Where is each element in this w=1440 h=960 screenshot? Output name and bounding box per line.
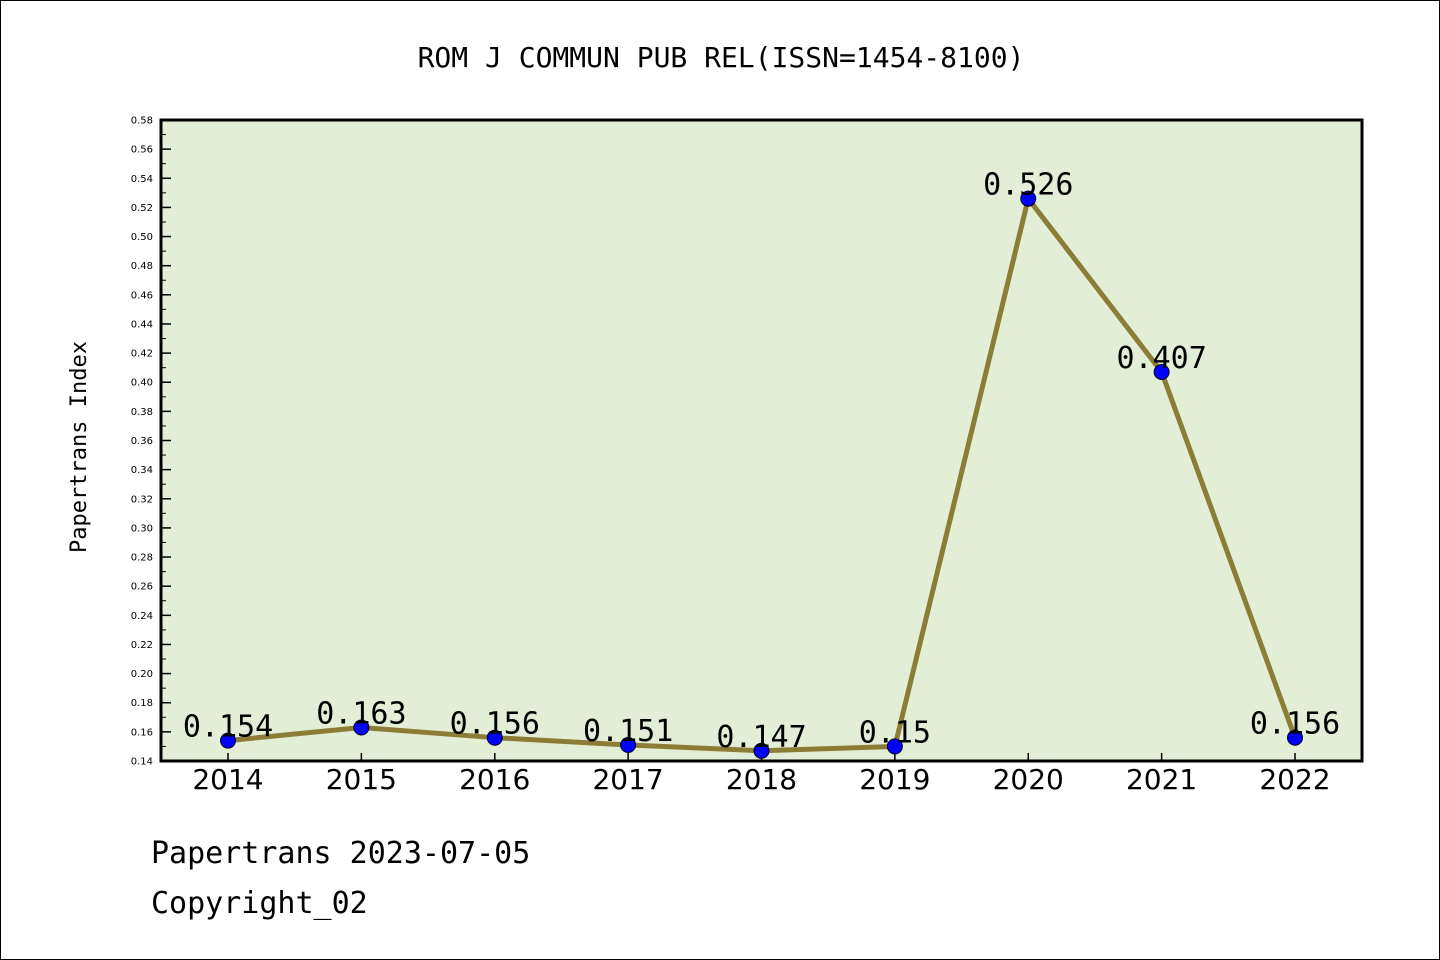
data-label: 0.156	[1250, 707, 1340, 742]
y-tick-label: 0.24	[131, 611, 153, 622]
y-tick-label: 0.16	[131, 727, 153, 738]
x-tick-label: 2014	[192, 763, 263, 796]
chart-title: ROM J COMMUN PUB REL(ISSN=1454-8100)	[418, 41, 1025, 74]
data-label: 0.151	[583, 714, 673, 749]
y-tick-label: 0.36	[131, 436, 153, 447]
data-point	[353, 719, 370, 736]
x-tick-label: 2017	[592, 763, 663, 796]
y-tick-label: 0.44	[131, 319, 153, 330]
data-point	[1020, 190, 1037, 207]
data-point	[886, 738, 903, 755]
plot-area	[159, 118, 1364, 763]
y-tick-label: 0.18	[131, 698, 153, 709]
y-tick-label: 0.26	[131, 582, 153, 593]
data-point	[1153, 364, 1170, 381]
data-label: 0.154	[183, 710, 273, 745]
y-tick-label: 0.48	[131, 261, 153, 272]
x-tick-label: 2022	[1259, 763, 1330, 796]
data-point	[1287, 729, 1303, 746]
data-point	[620, 736, 637, 753]
copyright-text: Copyright_02	[151, 886, 368, 921]
data-point	[486, 729, 503, 746]
x-tick-label: 2021	[1126, 763, 1197, 796]
x-tick-label: 2020	[993, 763, 1064, 796]
y-tick-label: 0.40	[131, 378, 153, 389]
y-tick-label: 0.38	[131, 407, 153, 418]
y-tick-label: 0.34	[131, 465, 153, 476]
data-point	[753, 742, 770, 759]
data-label: 0.163	[316, 696, 406, 731]
y-tick-label: 0.32	[131, 494, 153, 505]
y-tick-label: 0.54	[131, 174, 153, 185]
y-tick-label: 0.56	[131, 145, 153, 156]
y-tick-label: 0.50	[131, 232, 153, 243]
y-tick-label: 0.22	[131, 640, 153, 651]
y-axis-ticks: 0.14 0.16 0.18 0.20 0.22 0.24 0.26 0.28 0.30 0.32…	[131, 116, 171, 768]
data-label: 0.526	[983, 168, 1073, 203]
data-point	[220, 732, 236, 749]
y-tick-label: 0.52	[131, 203, 153, 214]
y-tick-label: 0.20	[131, 669, 153, 680]
x-tick-label: 2019	[859, 763, 930, 796]
y-axis-label: Papertrans Index	[67, 341, 92, 553]
data-label: 0.407	[1116, 341, 1206, 376]
y-tick-label: 0.42	[131, 349, 153, 360]
y-tick-label: 0.14	[131, 757, 153, 768]
series-layer	[220, 190, 1303, 759]
x-tick-label: 2016	[459, 763, 530, 796]
y-tick-label: 0.30	[131, 523, 153, 534]
x-axis-ticks: 2014 2015 2016 2017 2018 2019 2020 2021 2022	[192, 753, 1331, 796]
y-tick-label: 0.28	[131, 553, 153, 564]
y-tick-label: 0.58	[131, 116, 153, 127]
x-tick-label: 2018	[726, 763, 797, 796]
date-stamp: Papertrans 2023-07-05	[151, 836, 531, 871]
data-labels: 0.154 0.163 0.156 0.151 0.147 0.15 0.526 0.407 0…	[183, 168, 1340, 755]
data-label: 0.15	[859, 715, 931, 750]
data-label: 0.147	[716, 720, 806, 755]
y-tick-label: 0.46	[131, 290, 153, 301]
data-label: 0.156	[450, 707, 540, 742]
x-tick-label: 2015	[326, 763, 397, 796]
